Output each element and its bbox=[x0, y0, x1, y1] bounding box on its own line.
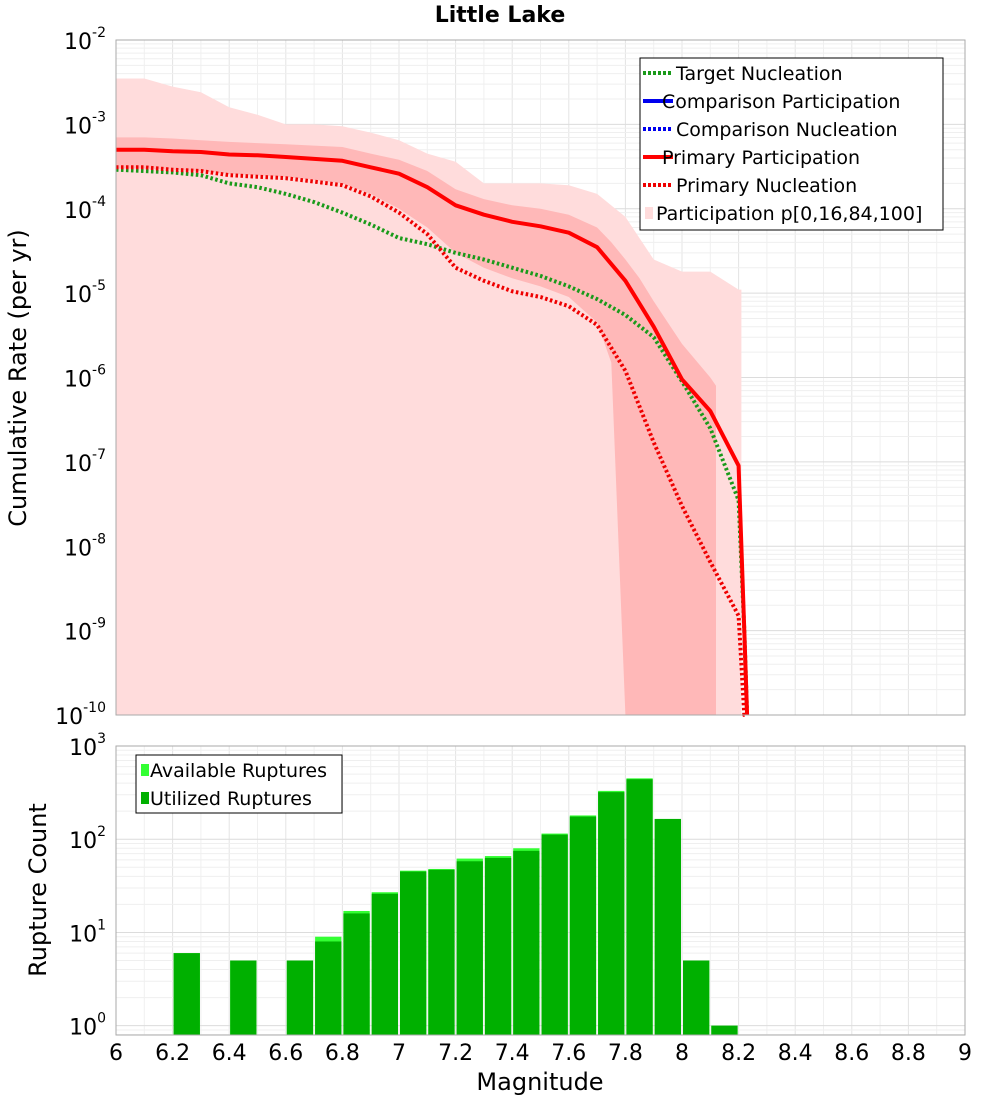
legend-label-primary-nucleation: Primary Nucleation bbox=[676, 175, 857, 197]
bar-utilized bbox=[654, 818, 681, 1035]
bar-utilized bbox=[343, 913, 370, 1035]
x-tick-label: 6.8 bbox=[325, 1041, 360, 1066]
bar-utilized bbox=[286, 960, 314, 1035]
series-line-primary-participation bbox=[116, 147, 750, 716]
count-legend-box bbox=[135, 754, 343, 814]
bar-utilized bbox=[428, 869, 455, 1035]
rate-bands bbox=[116, 78, 742, 715]
x-tick-label: 8.6 bbox=[834, 1041, 869, 1066]
rate-y-tick-label: 10-9 bbox=[64, 616, 106, 646]
bar-utilized bbox=[456, 861, 483, 1035]
count-y-tick-label: 103 bbox=[69, 731, 106, 761]
rate-plot-frame bbox=[115, 39, 966, 716]
x-tick-label: 8.8 bbox=[891, 1041, 926, 1066]
count-bars bbox=[173, 778, 738, 1035]
bar-utilized bbox=[230, 960, 257, 1035]
rate-y-tick-label: 10-3 bbox=[64, 109, 106, 139]
count-y-tick-label: 100 bbox=[69, 1011, 106, 1041]
legend-label-participation-p-0-16-84-100: Participation p[0,16,84,100] bbox=[656, 203, 922, 225]
rate-lines bbox=[115, 147, 750, 717]
bar-utilized bbox=[569, 816, 597, 1035]
x-tick-label: 7.6 bbox=[551, 1041, 586, 1066]
count-y-tick-label: 102 bbox=[69, 824, 106, 854]
x-tick-label: 7.4 bbox=[495, 1041, 530, 1066]
count-y-tick-label: 101 bbox=[69, 917, 106, 947]
count-y-ticks: 100 101 102 103 bbox=[69, 731, 106, 1041]
count-y-axis-label: Rupture Count bbox=[24, 803, 52, 977]
x-tick-label: 7 bbox=[392, 1041, 406, 1066]
count-legend: Available Ruptures Utilized Ruptures bbox=[135, 754, 343, 814]
x-tick-label: 8.4 bbox=[778, 1041, 813, 1066]
legend-label-available-ruptures: Available Ruptures bbox=[150, 760, 327, 782]
legend-swatch-available-ruptures bbox=[141, 764, 149, 776]
legend-swatch-utilized-ruptures bbox=[141, 792, 149, 804]
x-tick-label: 7.8 bbox=[608, 1041, 643, 1066]
bar-utilized bbox=[683, 960, 710, 1035]
bar-utilized bbox=[711, 1025, 738, 1035]
rate-legend-box bbox=[639, 57, 944, 231]
rate-y-tick-label: 10-6 bbox=[64, 363, 106, 393]
bar-utilized bbox=[484, 857, 512, 1035]
x-tick-label: 7.2 bbox=[438, 1041, 473, 1066]
x-tick-label: 6 bbox=[109, 1041, 123, 1066]
rate-y-tick-label: 10-2 bbox=[64, 25, 106, 55]
band-p16-p84 bbox=[116, 137, 716, 715]
bar-utilized bbox=[626, 779, 653, 1035]
bar-utilized bbox=[173, 953, 200, 1035]
x-tick-label: 6.6 bbox=[268, 1041, 303, 1066]
rate-y-tick-label: 10-4 bbox=[64, 194, 106, 224]
legend-label-utilized-ruptures: Utilized Ruptures bbox=[150, 788, 312, 810]
bar-utilized bbox=[541, 834, 568, 1035]
x-tick-label: 8.2 bbox=[721, 1041, 756, 1066]
x-tick-label: 6.2 bbox=[155, 1041, 190, 1066]
series-line-target-nucleation bbox=[115, 167, 750, 716]
rate-y-tick-label: 10-10 bbox=[55, 700, 106, 730]
rate-y-axis-label: Cumulative Rate (per yr) bbox=[4, 229, 32, 527]
bar-utilized bbox=[400, 871, 427, 1035]
rate-legend: Target Nucleation Comparison Participatio… bbox=[639, 57, 944, 231]
legend-swatch-band bbox=[645, 207, 653, 219]
rate-y-tick-label: 10-5 bbox=[64, 278, 106, 308]
x-tick-label: 6.4 bbox=[212, 1041, 247, 1066]
rate-y-tick-label: 10-8 bbox=[64, 531, 106, 561]
count-plot-frame bbox=[115, 745, 966, 1036]
bar-utilized bbox=[315, 941, 342, 1035]
x-tick-label: 9 bbox=[958, 1041, 972, 1066]
rate-y-tick-label: 10-7 bbox=[64, 447, 106, 477]
legend-label-comparison-nucleation: Comparison Nucleation bbox=[676, 119, 898, 141]
bar-utilized bbox=[598, 792, 625, 1035]
rate-y-ticks: 10-10 10-9 10-8 10-7 10-6 10-5 10-4 10-3 10-2 bbox=[55, 25, 106, 730]
rate-panel: 10-10 10-9 10-8 10-7 10-6 10-5 10-4 10-3 10-2 Cu… bbox=[4, 25, 966, 730]
count-x-ticks: 6 6.2 6.4 6.6 6.8 7 7.2 7.4 7.6 7.8 8 8.2 8.4 8.6 8.8 9 bbox=[109, 1041, 972, 1066]
x-tick-label: 8 bbox=[675, 1041, 689, 1066]
chart-title: Little Lake bbox=[435, 3, 566, 28]
legend-label-primary-participation: Primary Participation bbox=[662, 147, 860, 169]
legend-label-target-nucleation: Target Nucleation bbox=[675, 63, 843, 85]
count-x-axis-label: Magnitude bbox=[476, 1068, 603, 1096]
legend-label-comparison-participation: Comparison Participation bbox=[662, 91, 900, 113]
bar-utilized bbox=[513, 850, 540, 1035]
count-panel: 100 101 102 103 6 6.2 6.4 6.6 6.8 7 7.2 7.4 7.6 7.8 8… bbox=[24, 731, 972, 1096]
bar-utilized bbox=[371, 893, 398, 1035]
